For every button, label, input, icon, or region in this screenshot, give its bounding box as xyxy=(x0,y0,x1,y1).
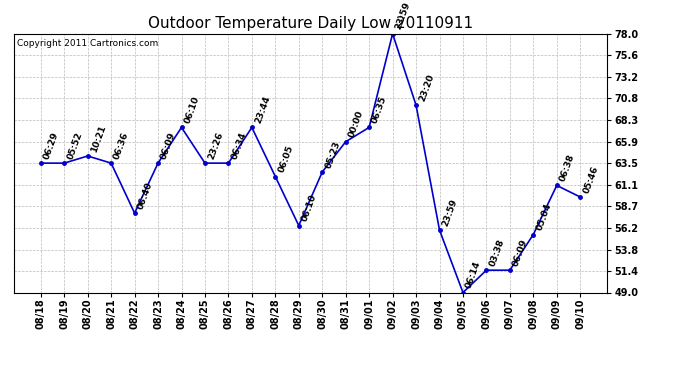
Text: Copyright 2011 Cartronics.com: Copyright 2011 Cartronics.com xyxy=(17,39,158,48)
Text: 23:20: 23:20 xyxy=(417,72,435,102)
Text: 06:40: 06:40 xyxy=(136,180,154,210)
Text: 23:26: 23:26 xyxy=(206,130,224,160)
Text: 00:00: 00:00 xyxy=(347,110,365,139)
Text: 06:36: 06:36 xyxy=(112,130,130,160)
Text: 06:10: 06:10 xyxy=(300,193,318,223)
Text: 06:09: 06:09 xyxy=(511,237,529,267)
Text: 23:44: 23:44 xyxy=(253,94,272,124)
Text: 06:34: 06:34 xyxy=(230,130,248,160)
Text: 06:29: 06:29 xyxy=(42,130,61,160)
Text: 23:59: 23:59 xyxy=(441,197,459,227)
Text: 05:52: 05:52 xyxy=(66,130,83,160)
Text: 06:35: 06:35 xyxy=(371,95,388,124)
Text: 05:23: 05:23 xyxy=(324,140,342,169)
Text: 03:38: 03:38 xyxy=(488,237,506,267)
Text: 23:59: 23:59 xyxy=(394,1,412,31)
Text: 06:10: 06:10 xyxy=(183,95,201,124)
Text: 06:38: 06:38 xyxy=(558,153,576,183)
Text: 06:09: 06:09 xyxy=(159,130,177,160)
Text: 06:14: 06:14 xyxy=(464,260,482,290)
Title: Outdoor Temperature Daily Low 20110911: Outdoor Temperature Daily Low 20110911 xyxy=(148,16,473,31)
Text: 05:46: 05:46 xyxy=(582,164,600,194)
Text: 05:04: 05:04 xyxy=(535,202,553,232)
Text: 06:05: 06:05 xyxy=(277,144,295,174)
Text: 10:21: 10:21 xyxy=(89,123,107,153)
